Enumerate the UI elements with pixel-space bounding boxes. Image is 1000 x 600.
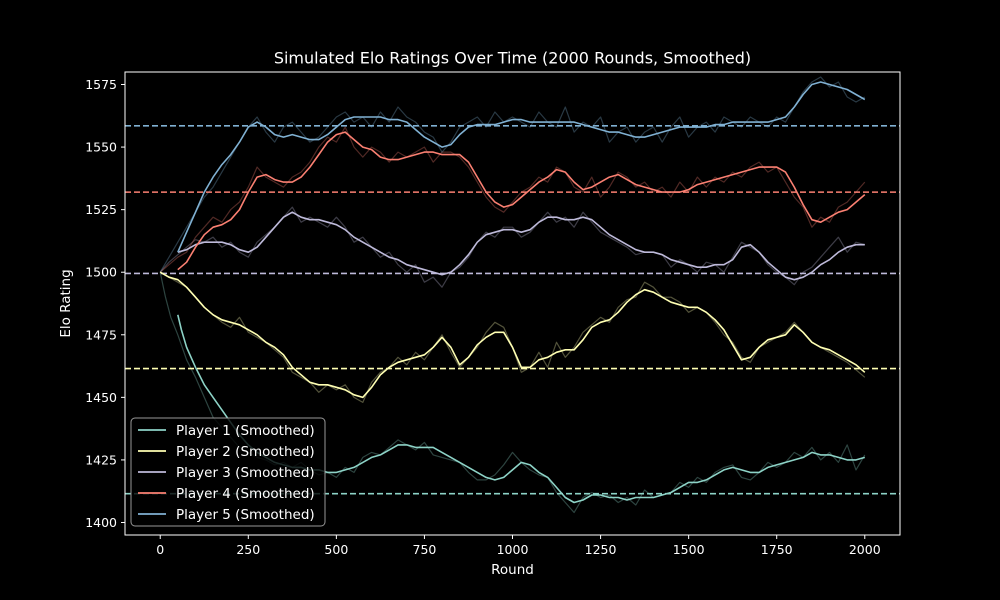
y-tick-label: 1550 [85,140,117,155]
x-tick-label: 500 [324,542,348,557]
player-4-smoothed-line [177,131,866,271]
chart-title: Simulated Elo Ratings Over Time (2000 Ro… [274,49,751,68]
y-tick-label: 1425 [85,452,117,467]
x-tick-label: 2000 [849,542,881,557]
x-tick-label: 1750 [761,542,793,557]
y-tick-label: 1400 [85,515,117,530]
y-tick-label: 1500 [85,265,117,280]
legend-label: Player 1 (Smoothed) [176,423,315,439]
player-3-smoothed-line [177,211,865,281]
legend-label: Player 5 (Smoothed) [176,507,315,523]
legend-label: Player 3 (Smoothed) [176,465,315,481]
y-tick-label: 1450 [85,390,117,405]
y-axis: 1400 1425 1450 1475 1500 1525 1550 1575 [85,77,125,530]
x-tick-label: 250 [236,542,260,557]
y-tick-label: 1475 [85,327,117,342]
x-axis: 0 250 500 750 1000 1250 1500 1750 2000 [156,535,881,557]
y-tick-label: 1525 [85,202,117,217]
legend: Player 1 (Smoothed) Player 2 (Smoothed) Pl… [130,417,326,527]
x-axis-title: Round [491,562,534,578]
x-tick-label: 0 [156,542,164,557]
player-2-smoothed-line [159,271,866,399]
player-5-smoothed-line [177,81,866,253]
x-tick-label: 750 [413,542,437,557]
x-tick-label: 1000 [497,542,529,557]
legend-label: Player 2 (Smoothed) [176,444,315,460]
mean-lines-layer [125,125,900,495]
legend-box [130,417,326,527]
y-tick-label: 1575 [85,77,117,92]
x-tick-label: 1250 [585,542,617,557]
smoothed-series-layer [159,81,866,504]
player-5-raw-line [159,76,866,273]
x-tick-label: 1500 [673,542,705,557]
legend-label: Player 4 (Smoothed) [176,486,315,502]
y-axis-title: Elo Rating [58,269,74,337]
